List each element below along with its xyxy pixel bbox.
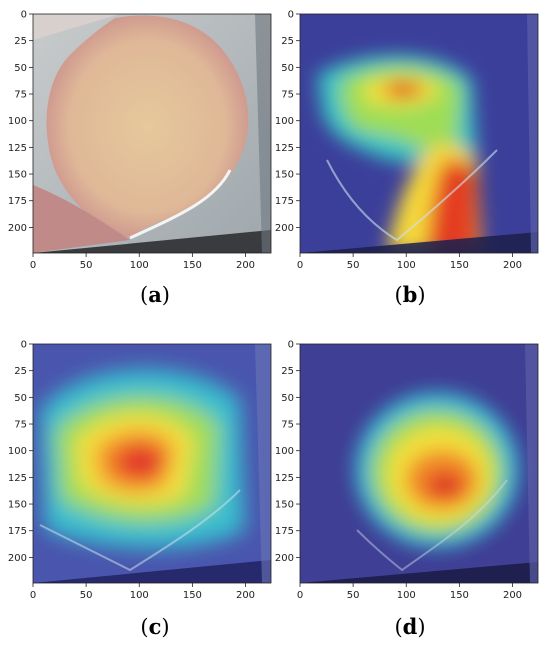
y-tick-label: 50 (14, 63, 27, 74)
y-tick-label: 200 (8, 223, 27, 234)
y-tick-label: 25 (281, 36, 294, 47)
y-tick-label: 200 (275, 553, 294, 564)
y-tick-label: 50 (281, 63, 294, 74)
x-tick-label: 0 (297, 590, 303, 601)
x-tick-label: 100 (397, 260, 416, 271)
x-tick-label: 0 (30, 260, 36, 271)
x-tick-label: 150 (183, 260, 202, 271)
x-tick-label: 200 (236, 260, 255, 271)
x-tick-label: 0 (297, 260, 303, 271)
y-tick-label: 25 (14, 366, 27, 377)
y-tick-label: 125 (8, 143, 27, 154)
y-tick-label: 150 (8, 170, 27, 181)
panel-d-caption: (d) (394, 614, 426, 639)
x-tick-label: 50 (80, 590, 93, 601)
y-tick-label: 75 (14, 90, 27, 101)
y-tick-label: 25 (281, 366, 294, 377)
y-tick-label: 100 (275, 116, 294, 127)
y-tick-label: 200 (8, 553, 27, 564)
y-tick-label: 100 (275, 446, 294, 457)
x-tick-label: 150 (450, 260, 469, 271)
x-tick-label: 100 (130, 590, 149, 601)
x-tick-label: 200 (236, 590, 255, 601)
x-tick-label: 50 (347, 260, 360, 271)
y-tick-label: 200 (275, 223, 294, 234)
y-tick-label: 0 (21, 10, 27, 21)
y-tick-label: 175 (8, 526, 27, 537)
y-tick-label: 175 (275, 196, 294, 207)
y-tick-label: 25 (14, 36, 27, 47)
x-tick-label: 150 (183, 590, 202, 601)
x-tick-label: 0 (30, 590, 36, 601)
y-tick-label: 150 (8, 500, 27, 511)
y-tick-label: 125 (275, 143, 294, 154)
x-tick-label: 100 (397, 590, 416, 601)
y-tick-label: 125 (275, 473, 294, 484)
y-tick-label: 100 (8, 446, 27, 457)
y-tick-label: 175 (8, 196, 27, 207)
panel-a-image-photo: 0 50 100 150 200 0 25 50 75 100 125 150 175 200 (8, 10, 272, 271)
y-tick-label: 75 (281, 420, 294, 431)
y-tick-label: 100 (8, 116, 27, 127)
y-tick-label: 175 (275, 526, 294, 537)
y-tick-label: 150 (275, 170, 294, 181)
x-tick-label: 200 (503, 590, 522, 601)
y-tick-label: 0 (21, 340, 27, 351)
x-tick-label: 200 (503, 260, 522, 271)
y-tick-label: 50 (281, 393, 294, 404)
y-tick-label: 0 (288, 340, 294, 351)
y-tick-label: 75 (14, 420, 27, 431)
y-tick-label: 75 (281, 90, 294, 101)
panel-b-image-heatmap: 0 50 100 150 200 0 25 50 75 100 125 150 175 200 (275, 10, 539, 271)
x-tick-label: 100 (130, 260, 149, 271)
y-tick-label: 50 (14, 393, 27, 404)
panel-d-image-heatmap: 0 50 100 150 200 0 25 50 75 100 125 150 175 200 (275, 340, 539, 601)
y-tick-label: 0 (288, 10, 294, 21)
panel-a-caption: (a) (139, 282, 170, 307)
y-tick-label: 150 (275, 500, 294, 511)
x-tick-label: 50 (80, 260, 93, 271)
panel-c-image-heatmap: 0 50 100 150 200 0 25 50 75 100 125 150 175 200 (8, 340, 272, 601)
x-tick-label: 50 (347, 590, 360, 601)
x-tick-label: 150 (450, 590, 469, 601)
y-tick-label: 125 (8, 473, 27, 484)
panel-c-caption: (c) (140, 614, 170, 639)
panel-b-caption: (b) (394, 282, 426, 307)
